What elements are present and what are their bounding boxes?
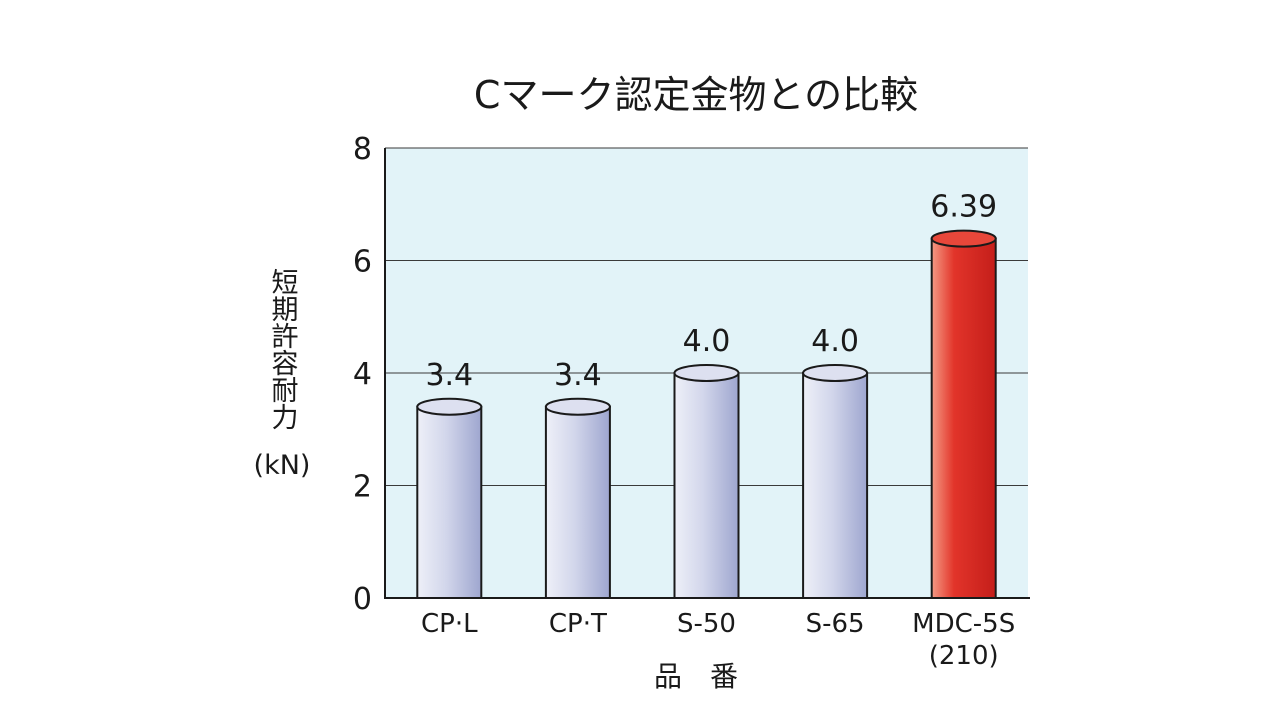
x-axis-label: 品 番 <box>654 660 738 693</box>
y-tick-label: 0 <box>353 582 372 617</box>
bar-body <box>930 237 997 599</box>
y-axis-unit: (kN) <box>254 450 311 481</box>
y-tick-labels: 0 2 4 6 8 <box>353 132 372 617</box>
bar: 3.4 <box>416 358 483 599</box>
bar: 3.4 <box>544 358 611 599</box>
data-label: 3.4 <box>554 358 602 393</box>
x-tick-sublabel: (210) <box>929 641 999 671</box>
bar-top <box>673 364 740 382</box>
y-axis-label: 短期許容耐力 <box>267 268 299 430</box>
y-tick-label: 6 <box>353 245 372 280</box>
bar-body <box>416 405 483 599</box>
data-label: 6.39 <box>930 190 997 225</box>
x-tick-label: S-50 <box>677 609 736 639</box>
x-tick-labels: CP·L CP·T S-50 S-65 MDC-5S(210) <box>421 609 1015 671</box>
data-label: 4.0 <box>683 324 731 359</box>
y-tick-label: 8 <box>353 132 372 167</box>
bar: 4.0 <box>802 324 869 599</box>
y-tick-label: 4 <box>353 357 372 392</box>
x-tick-label: S-65 <box>806 609 865 639</box>
bar-top <box>802 364 869 382</box>
bar: 4.0 <box>673 324 740 599</box>
bars: 3.4 3.4 4.0 4.0 6.39 <box>416 190 997 599</box>
x-tick-label: CP·T <box>549 609 607 639</box>
chart-title: Cマーク認定金物との比較 <box>474 73 918 117</box>
bar-body <box>544 405 611 599</box>
bar-body <box>802 372 869 599</box>
data-label: 4.0 <box>811 324 859 359</box>
bar-top <box>544 397 611 416</box>
y-tick-label: 2 <box>353 470 372 505</box>
data-label: 3.4 <box>425 358 473 393</box>
x-tick-label: CP·L <box>421 609 478 639</box>
bar-top <box>930 229 997 248</box>
bar-top <box>416 397 483 416</box>
bar: 6.39 <box>930 190 997 599</box>
bar-body <box>673 372 740 599</box>
x-tick-label: MDC-5S <box>912 609 1015 639</box>
